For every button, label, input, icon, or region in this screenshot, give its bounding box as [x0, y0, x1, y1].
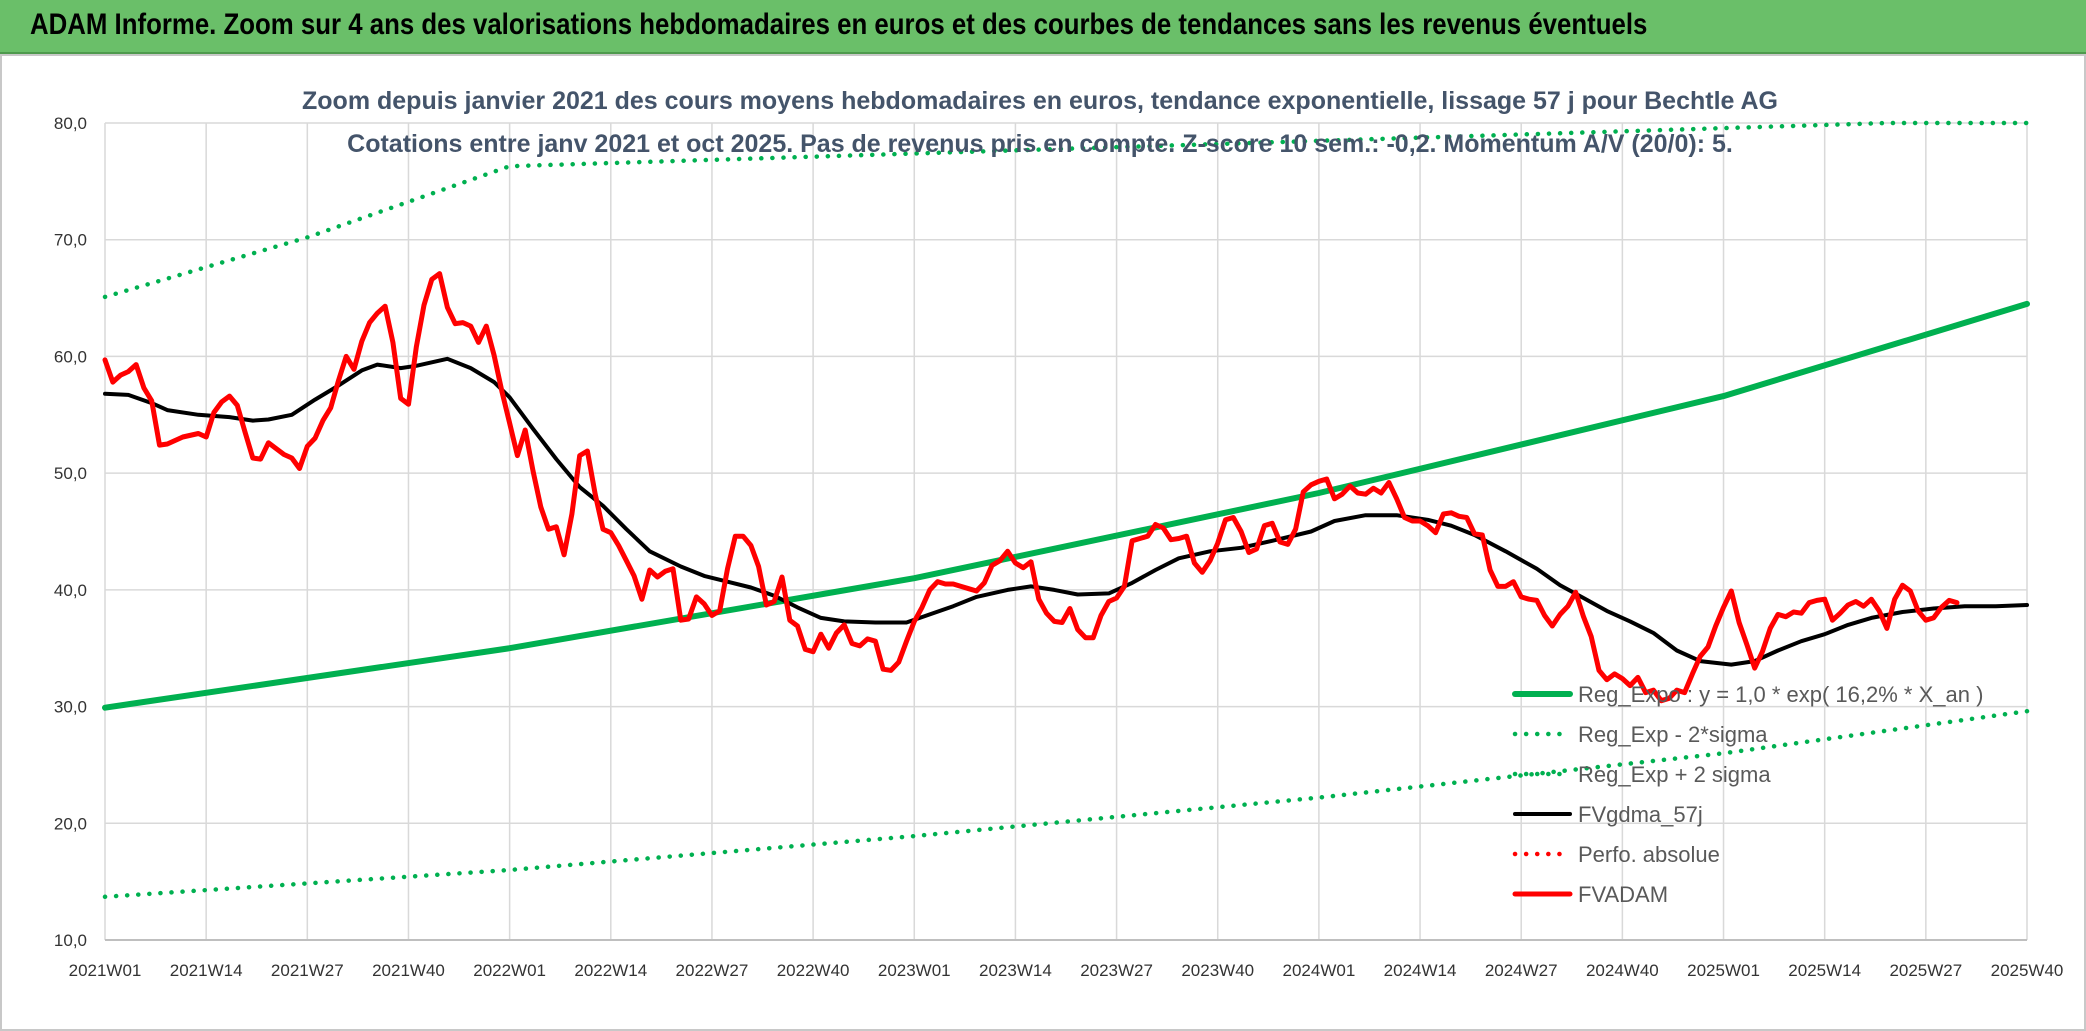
chart-subtitle: Cotations entre janv 2021 et oct 2025. P… [347, 130, 1733, 158]
x-tick-label: 2022W14 [574, 961, 647, 980]
price-series [102, 271, 1960, 704]
x-tick-label: 2023W01 [878, 961, 951, 980]
series-lines [102, 120, 2030, 900]
y-tick-label: 10,0 [54, 931, 87, 950]
y-tick-label: 70,0 [54, 231, 87, 250]
x-tick-label: 2025W27 [1889, 961, 1962, 980]
x-tick-label: 2021W27 [271, 961, 344, 980]
trend-line-series [102, 300, 2030, 711]
chart-frame [0, 54, 2086, 1031]
legend-label: Reg_Expo : y = 1,0 * exp( 16,2% * X_an ) [1578, 682, 1983, 707]
chart-title: Zoom depuis janvier 2021 des cours moyen… [302, 87, 1778, 115]
x-tick-label: 2025W01 [1687, 961, 1760, 980]
x-tick-label: 2022W27 [676, 961, 749, 980]
x-axis-ticks: 2021W01 2021W14 2021W27 2021W40 2022W01 2022W… [69, 961, 2064, 980]
x-tick-label: 2024W01 [1283, 961, 1356, 980]
y-axis-ticks: 10,0 20,0 30,0 40,0 50,0 60,0 70,0 80,0 [54, 114, 87, 950]
legend: Reg_Expo : y = 1,0 * exp( 16,2% * X_an )… [1512, 682, 1983, 907]
y-tick-label: 80,0 [54, 114, 87, 133]
x-tick-label: 2022W40 [777, 961, 850, 980]
x-tick-label: 2024W40 [1586, 961, 1659, 980]
y-tick-label: 60,0 [54, 347, 87, 366]
header-banner: ADAM Informe. Zoom sur 4 ans des valoris… [0, 0, 2086, 54]
x-tick-label: 2023W40 [1181, 961, 1254, 980]
x-tick-label: 2023W27 [1080, 961, 1153, 980]
x-tick-label: 2024W14 [1384, 961, 1457, 980]
x-tick-label: 2023W14 [979, 961, 1052, 980]
legend-label: Perfo. absolue [1578, 842, 1720, 867]
y-tick-label: 30,0 [54, 698, 87, 717]
lower-band-series [102, 708, 2030, 900]
legend-label: Reg_Exp + 2 sigma [1578, 762, 1771, 787]
y-tick-label: 40,0 [54, 581, 87, 600]
legend-label: FVADAM [1578, 882, 1668, 907]
page-title: ADAM Informe. Zoom sur 4 ans des valoris… [30, 8, 1648, 41]
x-tick-label: 2022W01 [473, 961, 546, 980]
gridlines [104, 122, 2028, 941]
x-tick-label: 2025W14 [1788, 961, 1861, 980]
x-tick-label: 2021W40 [372, 961, 445, 980]
x-tick-label: 2024W27 [1485, 961, 1558, 980]
y-tick-label: 50,0 [54, 464, 87, 483]
legend-label: Reg_Exp - 2*sigma [1578, 722, 1768, 747]
x-tick-label: 2025W40 [1991, 961, 2064, 980]
x-tick-label: 2021W01 [69, 961, 142, 980]
y-tick-label: 20,0 [54, 814, 87, 833]
legend-label: FVgdma_57j [1578, 802, 1703, 827]
x-tick-label: 2021W14 [170, 961, 243, 980]
moving-average-series [103, 356, 2029, 667]
